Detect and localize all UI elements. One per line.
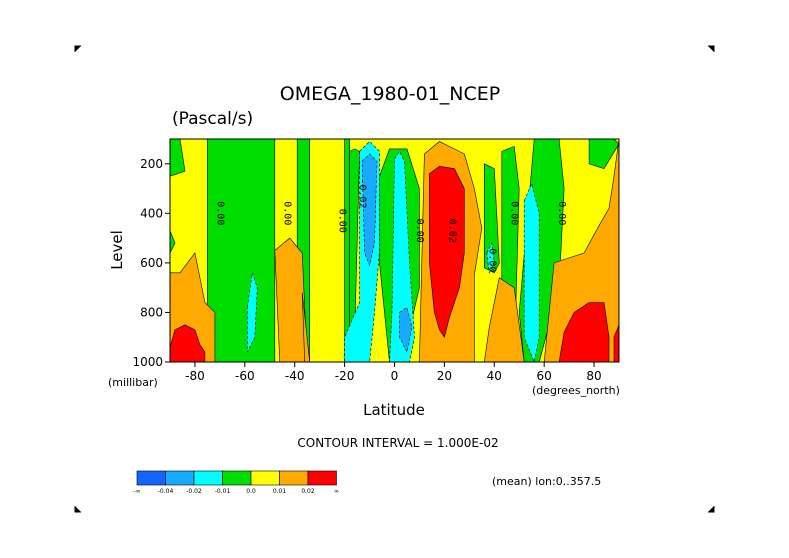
y-axis-unit: (millibar): [108, 376, 158, 389]
contour-region: [523, 182, 540, 362]
contour-region: [207, 139, 276, 362]
chart-title: OMEGA_1980-01_NCEP: [280, 83, 500, 105]
contour-region: [170, 139, 186, 177]
y-axis: 200 400 600 800 1000: [132, 157, 170, 369]
contour-region: [301, 292, 311, 362]
page-corner-marks: [74, 45, 715, 513]
x-tick-label: 20: [437, 369, 452, 383]
colorbar-swatch: [307, 470, 337, 486]
contour-label: 0.00: [486, 248, 497, 272]
y-tick-label: 400: [140, 206, 163, 220]
x-tick-label: -60: [235, 369, 255, 383]
contour-region: [389, 150, 415, 362]
y-tick-label: 1000: [132, 355, 163, 369]
contour-region: [429, 165, 465, 338]
x-tick-label: -80: [185, 369, 205, 383]
colorbar-label: -0.02: [186, 488, 202, 495]
contour-region: [483, 163, 500, 274]
contour-label: 0.00: [282, 201, 293, 225]
y-tick-label: 800: [140, 305, 163, 319]
contour-label: 0.02: [446, 219, 457, 243]
contour-region: [588, 139, 619, 170]
contour-label: 0.00: [414, 219, 425, 243]
x-tick-label: -20: [335, 369, 355, 383]
contour-label: 0.00: [556, 201, 567, 225]
y-tick-label: 600: [140, 256, 163, 270]
colorbar-label: 0.0: [246, 488, 256, 495]
contour-label: 0.00: [214, 201, 225, 225]
x-axis-unit: (degrees_north): [532, 384, 620, 397]
contour-fills: [170, 139, 619, 362]
y-tick-label: 200: [140, 157, 163, 171]
contour-region: [170, 230, 176, 254]
colorbar-swatch: [250, 470, 280, 486]
contour-labels: 0.00 0.00 0.00 -0.02 0.00 0.02 0.00 0.00 0.00: [214, 178, 567, 272]
colorbar-label: ∞: [334, 488, 339, 495]
contour-region: [344, 139, 350, 362]
contour-region: [274, 237, 308, 362]
x-axis: -80 -60 -40 -20 0 20 40 60 80: [185, 362, 602, 383]
colorbar-swatch: [193, 470, 223, 486]
colorbar-swatch: [279, 470, 309, 486]
colorbar-label: -∞: [133, 488, 140, 495]
x-tick-label: 60: [537, 369, 552, 383]
x-tick-label: 0: [391, 369, 399, 383]
colorbar-label: 0.01: [273, 488, 287, 495]
contour-interval-text: CONTOUR INTERVAL = 1.000E-02: [297, 436, 498, 450]
x-tick-label: 80: [586, 369, 601, 383]
contour-region: [486, 242, 495, 274]
contour-region: [399, 307, 413, 354]
contour-region: [247, 272, 258, 353]
contour-region: [483, 277, 525, 362]
contour-label: 0.00: [509, 201, 520, 225]
x-tick-label: 40: [487, 369, 502, 383]
colorbar-label: -0.01: [215, 488, 231, 495]
contour-region: [558, 302, 610, 362]
y-axis-label: Level: [108, 230, 126, 270]
contour-region: [170, 324, 206, 362]
plot-area: 0.00 0.00 0.00 -0.02 0.00 0.02 0.00 0.00 0.00: [169, 138, 620, 363]
contour-region: [361, 153, 378, 267]
colorbar-label: 0.02: [301, 488, 315, 495]
mean-lon-note: (mean) lon:0..357.5: [492, 475, 601, 488]
x-tick-label: -40: [285, 369, 305, 383]
contour-label: -0.02: [357, 178, 368, 208]
colorbar: -∞ -0.04 -0.02 -0.01 0.0 0.01 0.02 ∞: [133, 470, 339, 495]
colorbar-swatch: [136, 470, 166, 486]
contour-region: [613, 324, 619, 362]
chart-units: (Pascal/s): [172, 109, 253, 129]
colorbar-label: -0.04: [158, 488, 174, 495]
colorbar-swatch: [222, 470, 252, 486]
x-axis-label: Latitude: [363, 401, 425, 419]
colorbar-swatch: [165, 470, 195, 486]
contour-label: 0.00: [337, 209, 348, 233]
